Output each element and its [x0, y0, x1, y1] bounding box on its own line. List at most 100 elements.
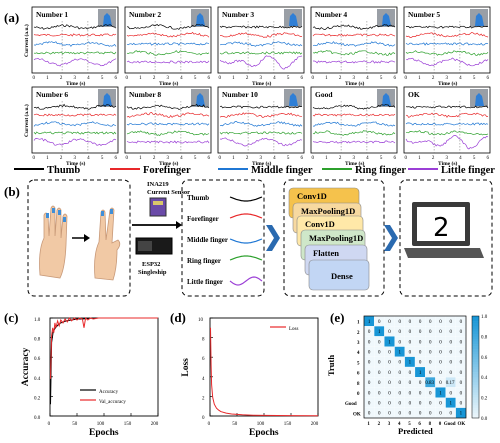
signal-trace	[219, 55, 303, 70]
cell-value-label: 0	[368, 412, 371, 417]
cell-value-label: 0	[368, 340, 371, 345]
x-tick-label: 3	[74, 76, 77, 81]
x-tick-label: 0	[405, 156, 408, 161]
cell-value-label: 0	[449, 320, 452, 325]
gesture-title: Number 10	[222, 90, 258, 99]
cell-value-label: 0	[409, 320, 412, 325]
x-tick-label: 1	[418, 156, 421, 161]
x-tick-label: 5	[473, 156, 476, 161]
signal-trace	[219, 131, 303, 135]
box-hands	[27, 179, 131, 297]
colorbar-step	[472, 346, 479, 350]
gesture-subplot: Number 8 0 1 2 3 4 5 6 Time (s)	[124, 86, 212, 167]
cell-value-label: 0	[398, 330, 401, 335]
x-tick-label: 3	[260, 156, 263, 161]
colorbar-tick-label: 1.0	[481, 315, 488, 320]
cell-value-label: 0	[378, 320, 381, 325]
signal-trace	[219, 137, 303, 147]
colorbar-step	[472, 321, 479, 324]
colorbar-step	[472, 372, 479, 375]
cell-value-label: 0	[419, 402, 422, 407]
gesture-title: Number 8	[129, 90, 161, 99]
x-tick-label: 5	[473, 76, 476, 81]
finger-signal-label: Forefinger	[187, 215, 219, 223]
y-tick-label: 5	[357, 361, 360, 366]
colorbar-step	[472, 316, 479, 319]
cnn-layer-label: MaxPooling1D	[309, 233, 363, 243]
cell-value-label: 0	[460, 391, 463, 396]
cell-value-label: 0	[449, 351, 452, 356]
x-tick-label: 4	[273, 76, 276, 81]
x-tick-label: 3	[446, 156, 449, 161]
finger-signal-label: Ring finger	[187, 257, 221, 265]
cell-value-label: 0	[378, 412, 381, 417]
y-tick-label: 0.4	[34, 377, 41, 382]
colorbar-step	[472, 344, 479, 347]
legend-label: Forefinger	[143, 165, 191, 176]
x-tick-label: 1	[418, 76, 421, 81]
cell-value-label: 0	[429, 402, 432, 407]
cell-value-label: 0	[409, 412, 412, 417]
gesture-title: Good	[315, 90, 333, 99]
glove-icon	[382, 93, 391, 106]
colorbar-step	[472, 369, 479, 373]
y-tick-label: OK	[353, 412, 361, 417]
cell-value-label: 0	[378, 371, 381, 376]
x-tick-label: 150	[124, 422, 132, 427]
signal-trace	[126, 104, 210, 110]
cell-value-label: 0	[388, 330, 391, 335]
x-tick-label: Good	[444, 422, 456, 427]
chevron-right-icon	[266, 225, 280, 251]
y-tick-label: 4	[357, 351, 360, 356]
cell-value-label: 0	[398, 371, 401, 376]
cnn-layer-label: Dense	[331, 271, 353, 281]
signal-trace	[33, 24, 117, 30]
cell-value-label: 0	[460, 361, 463, 366]
signal-trace	[219, 105, 303, 109]
colorbar-step	[472, 374, 479, 378]
signal-trace	[126, 140, 210, 144]
gesture-title: Number 4	[315, 10, 347, 19]
x-tick-label: 5	[194, 76, 197, 81]
colorbar-step	[472, 356, 479, 360]
cell-value-label: 0	[419, 412, 422, 417]
x-tick-label: 5	[380, 156, 383, 161]
signal-trace	[33, 51, 117, 55]
y-tick-label: 0	[357, 392, 360, 397]
colorbar-step	[472, 349, 479, 352]
cell-value-label: 0	[398, 402, 401, 407]
x-tick-label: 1	[139, 76, 142, 81]
x-axis-label: Epochs	[89, 428, 119, 438]
chart-confusion-matrix: 1 0 0 0 0 0 0 0 0 00 1 0 0 0 0 0 0 0 00 0 1 0 0 0 0 0 0 00 0 0 1 0 0 0 0 0 0…	[326, 315, 488, 436]
gesture-subplot: OK 0 1 2 3 4 5 6 Time (s)	[403, 86, 491, 167]
x-tick-label: 2	[153, 76, 156, 81]
y-tick-label: 8	[357, 382, 360, 387]
box-finger-signals	[181, 179, 265, 297]
cell-value-label: 0	[398, 340, 401, 345]
x-tick-label: 6	[115, 76, 118, 81]
y-axis-label: Loss	[181, 358, 191, 377]
y-tick-label: 1.0	[34, 318, 41, 323]
cell-value-label: 0	[439, 361, 442, 366]
gesture-subplot: Number 10 0 1 2 3 4 5 6 Time (s)	[217, 86, 305, 167]
cell-value-label: 0	[429, 412, 432, 417]
colorbar-step	[472, 323, 479, 327]
colorbar-tick-label: 0.2	[481, 397, 488, 402]
x-tick-label: OK	[458, 422, 466, 427]
x-axis-label: Time (s)	[159, 160, 178, 167]
glove-icon	[196, 13, 205, 26]
glove-icon	[382, 13, 391, 26]
x-tick-label: 0	[312, 156, 315, 161]
legend-label: Val_accuracy	[99, 400, 126, 405]
x-axis-label: Time (s)	[345, 160, 364, 167]
cell-value-label: 0	[449, 371, 452, 376]
cell-value-label: 0	[439, 371, 442, 376]
signal-trace	[312, 113, 396, 117]
gesture-subplot: Number 2 0 1 2 3 4 5 6 Time (s)	[124, 6, 212, 87]
cell-value-label: 0	[429, 330, 432, 335]
gesture-subplot: Number 1 0 1 2 3 4 5 6 Time (s) Current (a.u.)	[23, 6, 119, 87]
glove-icon	[103, 93, 112, 106]
signal-trace	[126, 130, 210, 137]
colorbar-step	[472, 367, 479, 370]
